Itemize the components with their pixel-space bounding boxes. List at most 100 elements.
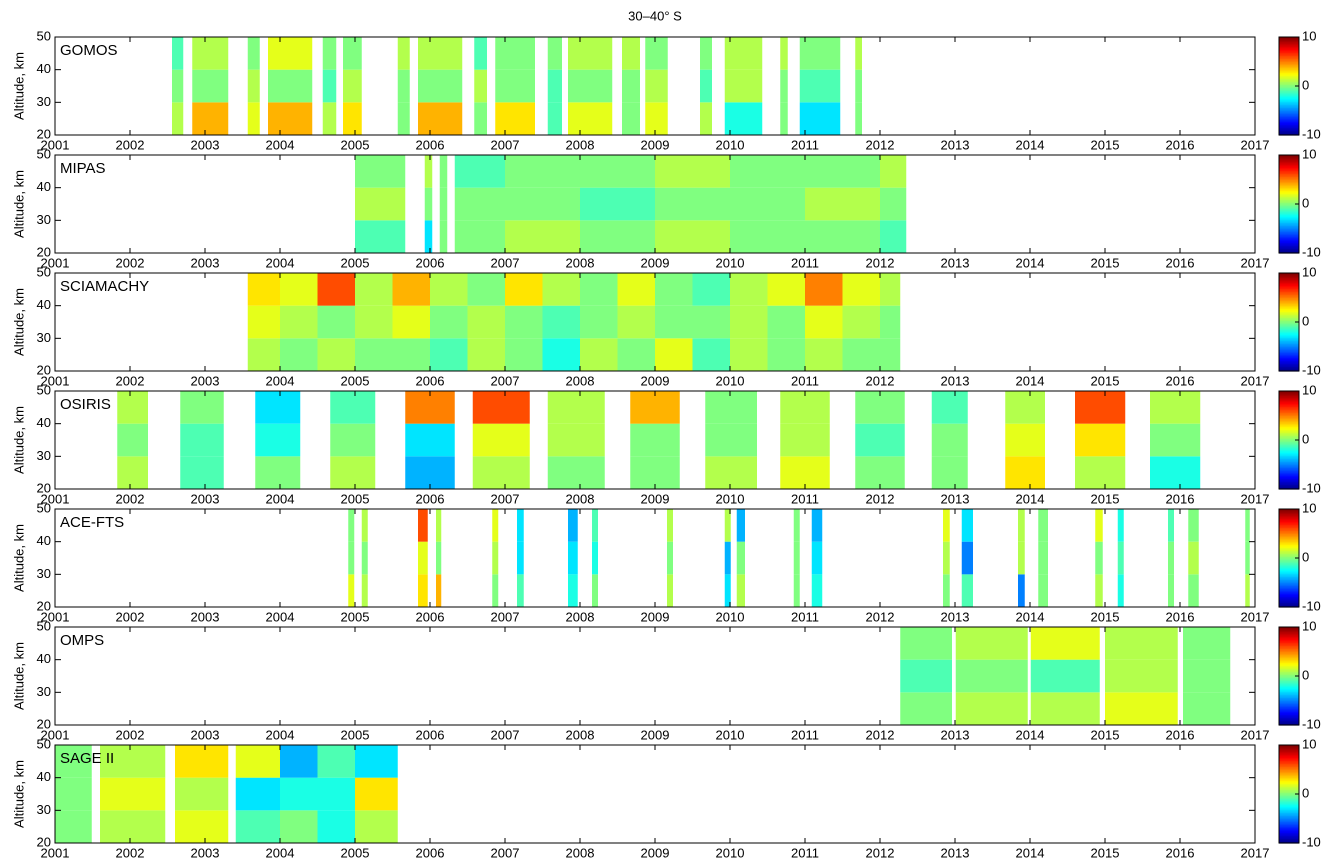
colorbar-swatch [1279, 240, 1299, 243]
colorbar-swatch [1279, 600, 1299, 604]
colorbar-swatch [1279, 79, 1299, 83]
colorbar-swatch [1279, 328, 1299, 331]
colorbar-swatch [1279, 415, 1299, 418]
colorbar-swatch [1279, 322, 1299, 325]
heat-cell [492, 541, 499, 575]
heat-cell [100, 810, 166, 843]
colorbar-swatch [1279, 780, 1299, 783]
colorbar-swatch [1279, 395, 1299, 398]
colorbar-swatch [1279, 715, 1299, 718]
heat-cell [900, 692, 952, 725]
heat-cell [317, 305, 355, 339]
colorbar-swatch [1279, 823, 1299, 826]
heat-cell [117, 423, 148, 457]
colorbar-swatch [1279, 809, 1299, 812]
panel: 2001 2002 2003 2004 2005 2006 2007 2008 2009 2010… [11, 618, 1320, 742]
colorbar-swatch [1279, 164, 1299, 167]
x-tick-label: 2006 [416, 137, 445, 152]
heat-cell [568, 574, 578, 607]
heat-cell [472, 423, 530, 457]
colorbar-swatch [1279, 697, 1299, 700]
panel-label: SAGE II [60, 750, 114, 767]
x-tick-label: 2015 [1091, 609, 1120, 624]
heat-cell [392, 338, 430, 371]
colorbar-swatch [1279, 718, 1299, 722]
x-tick-label: 2006 [416, 373, 445, 388]
x-tick-label: 2016 [1166, 491, 1195, 506]
heat-cell [343, 69, 362, 103]
heat-cell [430, 338, 468, 371]
colorbar-swatch [1279, 220, 1299, 223]
colorbar-swatch [1279, 174, 1299, 178]
y-tick-label: 40 [37, 651, 51, 666]
colorbar-swatch [1279, 665, 1299, 668]
heat-cell [799, 69, 841, 103]
colorbar-swatch [1279, 754, 1299, 757]
x-tick-label: 2003 [191, 137, 220, 152]
colorbar-swatch [1279, 810, 1299, 813]
heat-cell [799, 102, 841, 135]
x-tick-label: 2002 [116, 255, 145, 270]
heat-cell [1150, 456, 1201, 489]
heat-cell [955, 627, 1028, 660]
colorbar-swatch [1279, 170, 1299, 173]
colorbar-swatch [1279, 820, 1299, 823]
colorbar-swatch [1279, 332, 1299, 335]
panel-label: SCIAMACHY [60, 278, 149, 295]
heat-cell [592, 509, 598, 542]
colorbar-swatch [1279, 778, 1299, 781]
heat-cell [780, 456, 830, 489]
x-tick-label: 2002 [116, 727, 145, 742]
colorbar-swatch [1279, 766, 1299, 769]
heat-cell [568, 37, 613, 70]
y-tick-label: 50 [37, 382, 51, 397]
heat-cell [700, 69, 712, 103]
colorbar-swatch [1279, 596, 1299, 599]
colorbar-swatch [1279, 685, 1299, 688]
x-tick-label: 2009 [641, 727, 670, 742]
colorbar-swatch [1279, 187, 1299, 190]
x-tick-label: 2014 [1016, 255, 1045, 270]
colorbar-swatch [1279, 683, 1299, 686]
heat-cell [1245, 509, 1250, 542]
colorbar-swatch [1279, 66, 1299, 69]
x-tick-label: 2007 [491, 727, 520, 742]
colorbar-swatch [1279, 803, 1299, 806]
colorbar-swatch [1279, 807, 1299, 810]
heat-cell [793, 509, 800, 542]
colorbar-swatch [1279, 795, 1299, 798]
colorbar-swatch [1279, 636, 1299, 639]
colorbar-swatch [1279, 177, 1299, 181]
colorbar-swatch [1279, 591, 1299, 594]
colorbar-swatch [1279, 440, 1299, 443]
y-axis-label: Altitude, km [11, 760, 26, 828]
heat-cell [280, 777, 318, 811]
colorbar-swatch [1279, 64, 1299, 67]
heat-cell [405, 391, 455, 424]
colorbar-swatch [1279, 338, 1299, 341]
y-tick-label: 20 [37, 598, 51, 613]
heat-cell [617, 305, 655, 339]
heat-cell [736, 574, 745, 607]
heat-cell [655, 273, 693, 306]
heat-cell [1095, 541, 1103, 575]
y-tick-label: 50 [37, 618, 51, 633]
colorbar-swatch [1279, 277, 1299, 280]
colorbar-swatch [1279, 512, 1299, 515]
x-tick-label: 2014 [1016, 491, 1045, 506]
colorbar-swatch [1279, 671, 1299, 674]
colorbar-tick-label: -10 [1302, 480, 1321, 495]
x-tick-label: 2014 [1016, 373, 1045, 388]
colorbar-swatch [1279, 441, 1299, 444]
colorbar-swatch [1279, 528, 1299, 532]
heat-cell [235, 777, 280, 811]
colorbar-swatch [1279, 58, 1299, 61]
colorbar-tick-label: 0 [1302, 549, 1309, 564]
heat-cell [667, 574, 673, 607]
colorbar-swatch [1279, 314, 1299, 317]
colorbar-swatch [1279, 179, 1299, 182]
colorbar-swatch [1279, 567, 1299, 570]
x-tick-label: 2002 [116, 845, 145, 860]
heat-cell [645, 102, 668, 135]
colorbar-swatch [1279, 38, 1299, 41]
